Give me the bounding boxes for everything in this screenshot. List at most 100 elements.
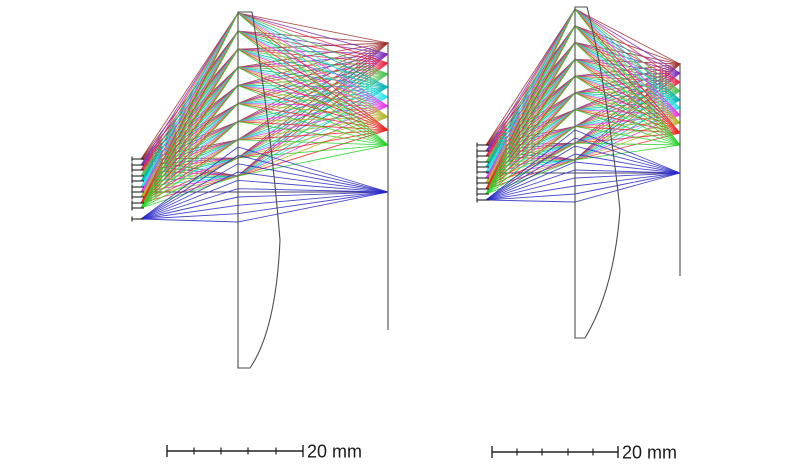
ray xyxy=(485,172,681,201)
ray xyxy=(140,12,389,177)
ray xyxy=(140,48,389,177)
ray xyxy=(485,172,681,201)
ray xyxy=(140,121,389,204)
ray xyxy=(140,163,389,220)
ray xyxy=(485,125,681,190)
ray-diagram-left: 20 mm xyxy=(131,11,389,461)
ray xyxy=(140,12,389,204)
ray-bundles xyxy=(485,8,681,203)
ray xyxy=(485,153,681,201)
ray xyxy=(140,30,389,209)
ray xyxy=(140,30,389,182)
ray xyxy=(485,8,681,152)
field-point-ticks xyxy=(131,156,144,222)
ray xyxy=(140,191,389,220)
scale-label: 20 mm xyxy=(307,441,362,461)
ray xyxy=(140,129,389,204)
ray xyxy=(485,109,681,195)
lens-outline xyxy=(574,6,621,339)
ray xyxy=(140,84,389,209)
ray xyxy=(140,12,389,171)
ray xyxy=(485,129,681,201)
ray xyxy=(140,86,389,182)
ray xyxy=(140,84,389,188)
lens-outline xyxy=(237,11,281,369)
ray xyxy=(140,86,389,182)
ray xyxy=(140,191,389,220)
ray xyxy=(485,122,681,184)
ray xyxy=(140,66,389,193)
ray xyxy=(140,53,389,166)
ray xyxy=(485,161,681,201)
ray xyxy=(485,41,681,195)
ray xyxy=(485,132,681,190)
ray xyxy=(485,92,681,190)
ray xyxy=(485,8,681,195)
ray xyxy=(140,48,389,209)
ray xyxy=(485,132,681,190)
ray xyxy=(140,30,389,198)
ray xyxy=(140,116,389,198)
ray xyxy=(485,122,681,184)
ray xyxy=(140,105,389,193)
ray xyxy=(140,48,389,188)
ray xyxy=(140,188,389,220)
ray xyxy=(140,66,389,204)
ray xyxy=(140,84,389,204)
ray xyxy=(140,139,389,209)
ray xyxy=(485,75,681,195)
ray xyxy=(140,84,389,193)
ray xyxy=(140,66,389,188)
ray xyxy=(140,42,389,160)
ray xyxy=(140,121,389,209)
ray-bundles xyxy=(140,12,389,223)
ray xyxy=(140,96,389,188)
ray xyxy=(140,96,389,188)
ray xyxy=(485,8,681,190)
ray xyxy=(140,86,389,182)
ray xyxy=(140,103,389,209)
ray xyxy=(485,145,681,201)
ray xyxy=(140,53,389,166)
ray xyxy=(140,191,389,223)
ray xyxy=(140,116,389,198)
ray xyxy=(485,109,681,190)
ray xyxy=(140,84,389,182)
ray xyxy=(485,137,681,201)
ray xyxy=(485,41,681,184)
ray xyxy=(140,30,389,193)
scale-bar-right: 20 mm xyxy=(491,442,677,462)
ray xyxy=(485,172,681,203)
ray xyxy=(140,129,389,204)
ray xyxy=(140,96,389,188)
ray xyxy=(140,66,389,209)
ray xyxy=(140,179,389,220)
ray xyxy=(140,146,389,220)
scale-bar-left: 20 mm xyxy=(166,441,362,461)
ray xyxy=(140,171,389,220)
ray xyxy=(140,129,389,204)
ray xyxy=(140,48,389,182)
ray xyxy=(485,125,681,195)
ray xyxy=(140,53,389,166)
ray xyxy=(485,24,681,195)
ray xyxy=(140,103,389,204)
ray xyxy=(140,30,389,166)
ray xyxy=(140,12,389,209)
ray xyxy=(140,53,389,177)
ray xyxy=(140,154,389,220)
ray xyxy=(140,30,389,177)
ray xyxy=(485,172,681,201)
ray xyxy=(140,12,389,160)
ray xyxy=(140,144,389,209)
ray xyxy=(485,122,681,184)
ray xyxy=(140,66,389,182)
ray xyxy=(140,48,389,193)
ray xyxy=(485,92,681,195)
ray xyxy=(485,25,681,184)
ray xyxy=(140,12,389,198)
field-point-ticks xyxy=(476,142,489,203)
ray xyxy=(140,116,389,198)
